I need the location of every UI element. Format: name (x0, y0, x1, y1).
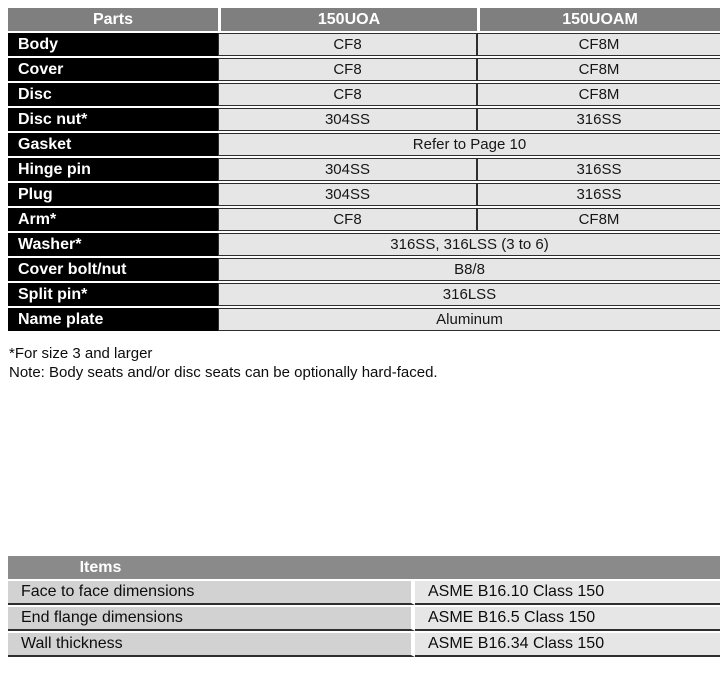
material-cell-both: Aluminum (218, 308, 720, 331)
column-header-150uoa: 150UOA (218, 8, 477, 31)
material-cell-150uoa: CF8 (218, 33, 477, 56)
material-cell-150uoa: 304SS (218, 108, 477, 131)
material-cell-both: B8/8 (218, 258, 720, 281)
parts-materials-table: Parts 150UOA 150UOAM Body CF8 CF8M Cover… (8, 6, 720, 333)
item-name-cell: Wall thickness (8, 633, 415, 657)
parts-row-cover: Cover CF8 CF8M (8, 58, 720, 81)
part-name-cell: Arm* (8, 208, 218, 231)
material-cell-150uoam: 316SS (477, 183, 720, 206)
material-cell-150uoa: CF8 (218, 83, 477, 106)
part-name-cell: Disc nut* (8, 108, 218, 131)
material-cell-150uoam: CF8M (477, 58, 720, 81)
part-name-cell: Hinge pin (8, 158, 218, 181)
part-name-cell: Disc (8, 83, 218, 106)
parts-row-arm: Arm* CF8 CF8M (8, 208, 720, 231)
material-cell-150uoam: 316SS (477, 108, 720, 131)
material-cell-150uoa: CF8 (218, 208, 477, 231)
parts-row-disc-nut: Disc nut* 304SS 316SS (8, 108, 720, 131)
items-row-face-to-face: Face to face dimensions ASME B16.10 Clas… (8, 581, 720, 605)
parts-row-body: Body CF8 CF8M (8, 33, 720, 56)
part-name-cell: Body (8, 33, 218, 56)
material-cell-both: 316SS, 316LSS (3 to 6) (218, 233, 720, 256)
part-name-cell: Gasket (8, 133, 218, 156)
parts-row-name-plate: Name plate Aluminum (8, 308, 720, 331)
part-name-cell: Name plate (8, 308, 218, 331)
column-header-parts: Parts (8, 8, 218, 31)
parts-row-washer: Washer* 316SS, 316LSS (3 to 6) (8, 233, 720, 256)
material-cell-150uoam: CF8M (477, 208, 720, 231)
items-standards-table: Items Face to face dimensions ASME B16.1… (8, 554, 720, 659)
parts-header-row: Parts 150UOA 150UOAM (8, 8, 720, 31)
standard-cell: ASME B16.10 Class 150 (415, 581, 720, 605)
parts-row-cover-bolt-nut: Cover bolt/nut B8/8 (8, 258, 720, 281)
part-name-cell: Washer* (8, 233, 218, 256)
material-cell-150uoam: 316SS (477, 158, 720, 181)
material-cell-both: Refer to Page 10 (218, 133, 720, 156)
part-name-cell: Plug (8, 183, 218, 206)
part-name-cell: Cover (8, 58, 218, 81)
item-name-cell: End flange dimensions (8, 607, 415, 631)
material-cell-150uoa: 304SS (218, 183, 477, 206)
material-cell-150uoa: CF8 (218, 58, 477, 81)
items-row-wall-thickness: Wall thickness ASME B16.34 Class 150 (8, 633, 720, 657)
items-row-end-flange: End flange dimensions ASME B16.5 Class 1… (8, 607, 720, 631)
material-cell-both: 316LSS (218, 283, 720, 306)
catalog-page: Parts 150UOA 150UOAM Body CF8 CF8M Cover… (0, 6, 720, 679)
footnote-hard-faced-note: Note: Body seats and/or disc seats can b… (9, 364, 438, 381)
standard-cell: ASME B16.34 Class 150 (415, 633, 720, 657)
material-cell-150uoa: 304SS (218, 158, 477, 181)
column-header-items: Items (8, 556, 720, 579)
standard-cell: ASME B16.5 Class 150 (415, 607, 720, 631)
item-name-cell: Face to face dimensions (8, 581, 415, 605)
column-header-150uoam: 150UOAM (477, 8, 720, 31)
material-cell-150uoam: CF8M (477, 33, 720, 56)
parts-row-plug: Plug 304SS 316SS (8, 183, 720, 206)
table-footnotes: *For size 3 and larger Note: Body seats … (9, 344, 720, 382)
parts-row-split-pin: Split pin* 316LSS (8, 283, 720, 306)
items-header-row: Items (8, 556, 720, 579)
part-name-cell: Cover bolt/nut (8, 258, 218, 281)
items-header-label: Items (79, 558, 122, 576)
material-cell-150uoam: CF8M (477, 83, 720, 106)
parts-row-hinge-pin: Hinge pin 304SS 316SS (8, 158, 720, 181)
parts-row-disc: Disc CF8 CF8M (8, 83, 720, 106)
footnote-size-qualifier: *For size 3 and larger (9, 345, 153, 362)
part-name-cell: Split pin* (8, 283, 218, 306)
parts-row-gasket: Gasket Refer to Page 10 (8, 133, 720, 156)
